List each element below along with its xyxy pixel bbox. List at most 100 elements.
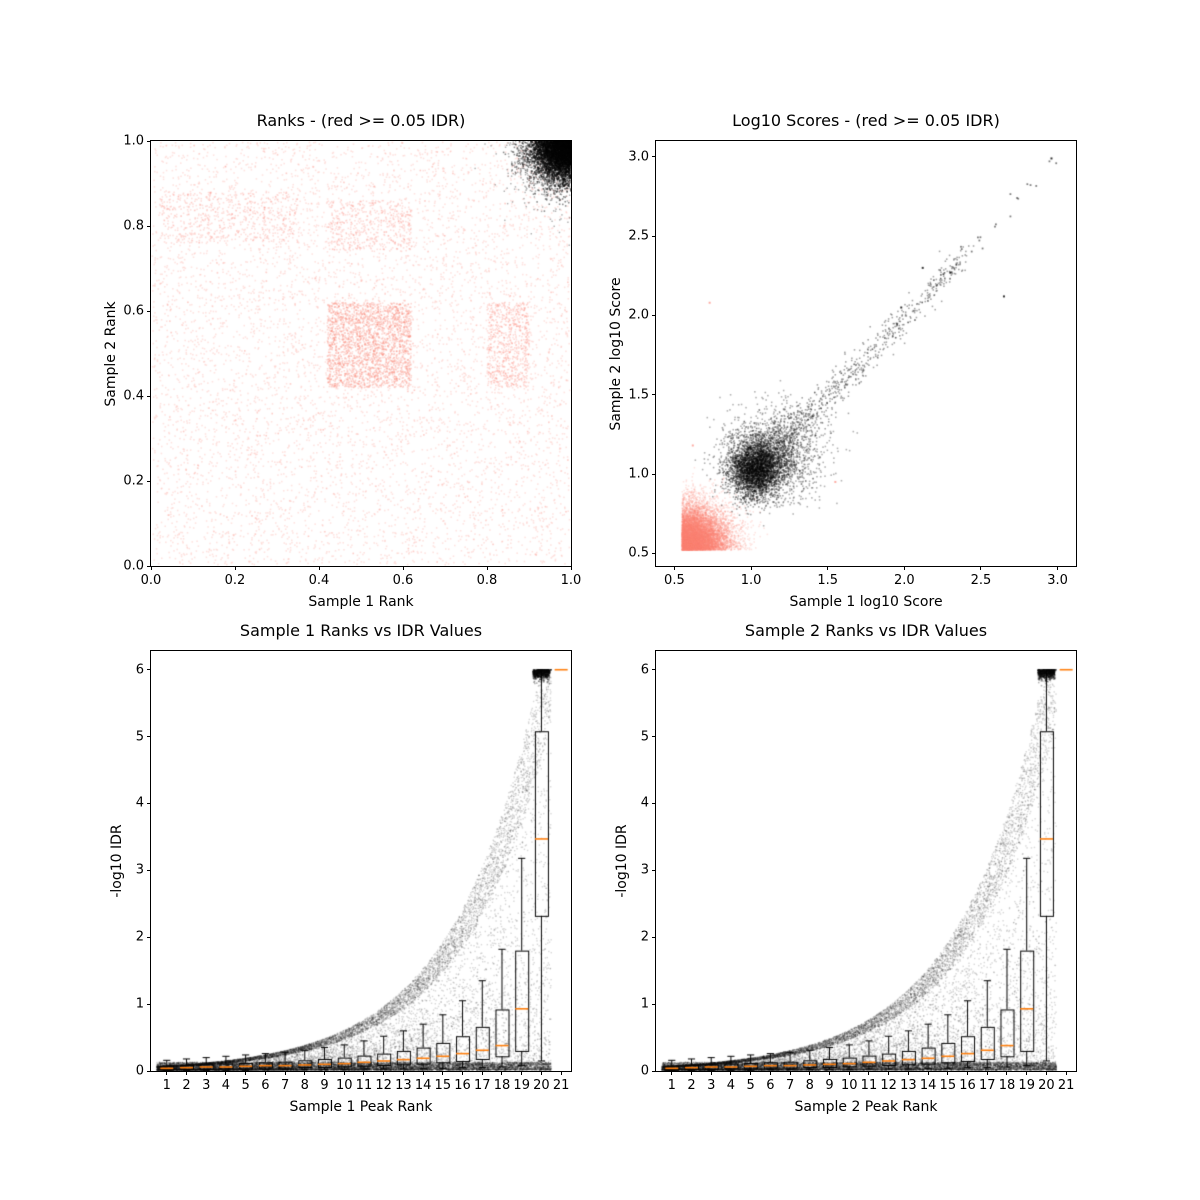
x-tick-label: 8 xyxy=(805,1078,814,1093)
y-tick-label: 1.5 xyxy=(628,387,649,403)
x-tick-label: 1.5 xyxy=(817,573,839,588)
x-tick-mark xyxy=(185,1071,187,1075)
y-tick-label: 1.0 xyxy=(628,466,649,482)
y-tick-mark xyxy=(652,156,656,158)
y-tick-mark xyxy=(147,802,151,804)
y-tick-mark xyxy=(147,869,151,871)
y-tick-mark xyxy=(147,1003,151,1005)
y-tick-label: 4 xyxy=(640,795,649,811)
x-tick-mark xyxy=(671,1071,673,1075)
x-tick-label: 1 xyxy=(162,1078,171,1093)
y-tick-mark xyxy=(652,552,656,554)
y-tick-label: 5 xyxy=(640,729,649,745)
y-tick-mark xyxy=(652,802,656,804)
x-tick-label: 10 xyxy=(840,1078,858,1093)
x-tick-label: 13 xyxy=(395,1078,412,1093)
x-tick-mark xyxy=(986,1071,988,1075)
x-tick-mark xyxy=(750,566,752,570)
x-tick-mark xyxy=(967,1071,969,1075)
x-tick-label: 0.6 xyxy=(392,573,414,588)
x-tick-label: 9 xyxy=(825,1078,834,1093)
x-tick-label: 6 xyxy=(766,1078,775,1093)
x-tick-label: 11 xyxy=(355,1078,373,1093)
x-tick-label: 16 xyxy=(959,1078,976,1093)
ranks-panel-title: Ranks - (red >= 0.05 IDR) xyxy=(256,111,466,130)
ranks-y-axis-label: Sample 2 Rank xyxy=(103,300,119,407)
x-tick-label: 1.0 xyxy=(560,573,582,588)
x-tick-mark xyxy=(570,566,572,570)
y-tick-label: 0 xyxy=(135,1063,144,1079)
x-tick-mark xyxy=(343,1071,345,1075)
y-tick-mark xyxy=(652,936,656,938)
y-tick-mark xyxy=(652,869,656,871)
y-tick-mark xyxy=(147,395,151,397)
x-tick-mark xyxy=(769,1071,771,1075)
y-tick-label: 1 xyxy=(640,996,649,1012)
x-tick-label: 2 xyxy=(182,1078,191,1093)
sample2-idr-x-axis-label: Sample 2 Peak Rank xyxy=(794,1099,938,1115)
y-tick-label: 0.0 xyxy=(123,558,144,574)
y-tick-mark xyxy=(652,1003,656,1005)
y-tick-mark xyxy=(147,936,151,938)
x-tick-label: 18 xyxy=(998,1078,1016,1093)
x-tick-label: 3 xyxy=(202,1078,211,1093)
x-tick-mark xyxy=(809,1071,811,1075)
y-tick-label: 0.6 xyxy=(123,303,144,319)
x-tick-mark xyxy=(1057,566,1059,570)
sample2-idr-panel: Sample 2 Ranks vs IDR Values -log10 IDR … xyxy=(614,621,1077,1115)
x-tick-mark xyxy=(501,1071,503,1075)
x-tick-mark xyxy=(205,1071,207,1075)
y-tick-label: 6 xyxy=(135,662,144,678)
x-tick-label: 4 xyxy=(221,1078,231,1093)
x-tick-mark xyxy=(462,1071,464,1075)
y-tick-mark xyxy=(652,736,656,738)
x-tick-label: 0.0 xyxy=(140,573,162,588)
x-tick-label: 15 xyxy=(434,1078,452,1093)
x-tick-mark xyxy=(947,1071,949,1075)
x-tick-mark xyxy=(750,1071,752,1075)
x-tick-label: 19 xyxy=(513,1078,530,1093)
x-tick-label: 20 xyxy=(1038,1078,1055,1093)
x-tick-label: 8 xyxy=(300,1078,309,1093)
sample1-idr-panel-title: Sample 1 Ranks vs IDR Values xyxy=(239,621,483,640)
x-tick-mark xyxy=(730,1071,732,1075)
y-tick-mark xyxy=(652,473,656,475)
x-tick-label: 3 xyxy=(707,1078,716,1093)
x-tick-label: 15 xyxy=(939,1078,957,1093)
x-tick-label: 19 xyxy=(1018,1078,1035,1093)
x-tick-mark xyxy=(888,1071,890,1075)
x-tick-label: 12 xyxy=(880,1078,897,1093)
y-tick-mark xyxy=(652,314,656,316)
x-tick-label: 17 xyxy=(473,1078,491,1093)
x-tick-mark xyxy=(304,1071,306,1075)
x-tick-label: 10 xyxy=(335,1078,353,1093)
sample2-idr-canvas xyxy=(656,651,1076,1071)
x-tick-mark xyxy=(868,1071,870,1075)
x-tick-mark xyxy=(829,1071,831,1075)
y-tick-label: 3 xyxy=(640,862,649,878)
sample2-idr-y-axis-label: -log10 IDR xyxy=(614,824,630,898)
y-tick-label: 2.0 xyxy=(628,307,649,323)
x-tick-label: 0.8 xyxy=(476,573,498,588)
x-tick-label: 6 xyxy=(261,1078,270,1093)
x-tick-mark xyxy=(264,1071,266,1075)
x-tick-mark xyxy=(1026,1071,1028,1075)
scores-y-axis-label: Sample 2 log10 Score xyxy=(608,276,624,431)
x-tick-mark xyxy=(1065,1071,1067,1075)
y-tick-label: 0.8 xyxy=(123,218,144,234)
sample1-idr-panel: Sample 1 Ranks vs IDR Values -log10 IDR … xyxy=(109,621,572,1115)
ranks-x-axis-label: Sample 1 Rank xyxy=(308,594,414,610)
y-tick-label: 4 xyxy=(135,795,144,811)
ranks-scatter-panel: Ranks - (red >= 0.05 IDR) Sample 2 Rank … xyxy=(103,111,581,610)
x-tick-mark xyxy=(907,1071,909,1075)
x-tick-label: 21 xyxy=(1057,1078,1075,1093)
x-tick-label: 5 xyxy=(746,1078,755,1093)
x-tick-label: 17 xyxy=(978,1078,996,1093)
y-tick-mark xyxy=(652,1070,656,1072)
x-tick-mark xyxy=(903,566,905,570)
y-tick-mark xyxy=(147,310,151,312)
y-tick-label: 0.4 xyxy=(123,388,144,404)
y-tick-label: 2 xyxy=(135,929,144,945)
x-tick-mark xyxy=(980,566,982,570)
